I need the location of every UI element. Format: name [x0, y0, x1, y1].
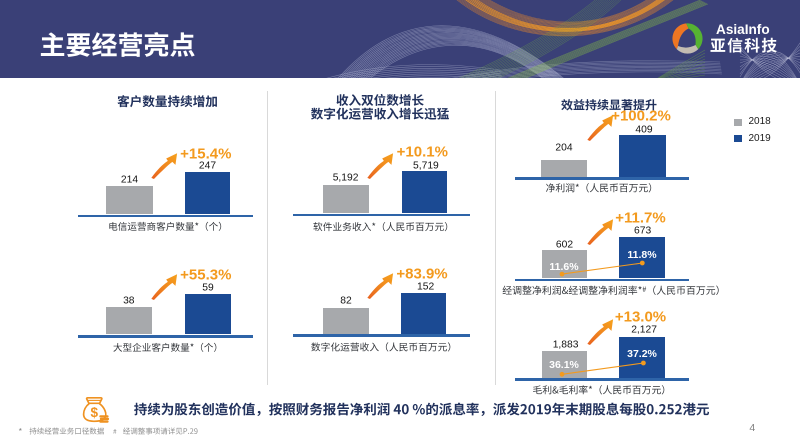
svg-text:$: $ — [90, 405, 98, 420]
